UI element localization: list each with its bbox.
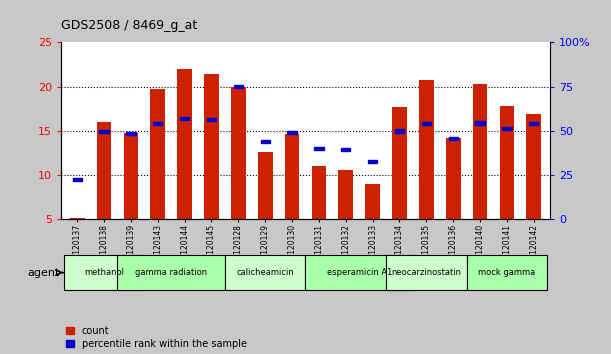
Bar [395,130,404,132]
Bar [368,160,378,162]
Bar [70,218,84,219]
Text: agent: agent [27,268,60,278]
Bar [73,178,82,181]
Bar [312,166,326,219]
Bar [386,255,467,290]
Bar [338,170,353,219]
Text: mock gamma: mock gamma [478,268,536,277]
Bar [97,122,111,219]
Bar [100,130,109,133]
Bar [285,133,299,219]
Bar [150,88,165,219]
Bar [314,147,324,150]
Bar [153,122,163,125]
Bar [529,122,538,125]
Bar [233,85,243,88]
Bar [180,117,189,120]
Bar [473,84,488,219]
Legend: count, percentile rank within the sample: count, percentile rank within the sample [66,326,246,349]
Bar [126,132,136,135]
Bar [419,80,434,219]
Bar [446,138,461,219]
Bar [123,133,138,219]
Bar [306,255,413,290]
Bar [287,131,297,134]
Bar [392,107,407,219]
Bar [207,118,216,121]
Bar [260,140,270,143]
Bar [527,114,541,219]
Bar [467,255,547,290]
Bar [177,69,192,219]
Text: GDS2508 / 8469_g_at: GDS2508 / 8469_g_at [61,19,197,32]
Bar [258,152,273,219]
Bar [231,87,246,219]
Text: esperamicin A1: esperamicin A1 [326,268,392,277]
Bar [448,137,458,141]
Bar [225,255,306,290]
Bar [341,148,351,151]
Text: gamma radiation: gamma radiation [135,268,207,277]
Bar [475,121,485,125]
Bar [502,127,511,130]
Bar [500,106,514,219]
Text: neocarzinostatin: neocarzinostatin [392,268,461,277]
Bar [422,122,431,125]
Text: methanol: methanol [84,268,124,277]
Bar [64,255,144,290]
Bar [365,184,380,219]
Bar [117,255,225,290]
Text: calicheamicin: calicheamicin [236,268,294,277]
Bar [204,74,219,219]
